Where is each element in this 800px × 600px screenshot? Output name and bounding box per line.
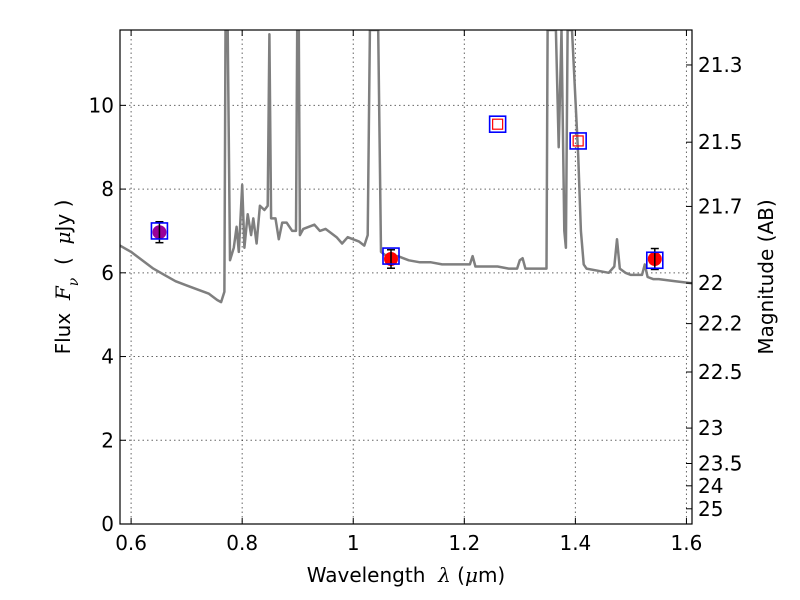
x-tick-label: 1.4 — [559, 531, 591, 555]
y-tick-label: 4 — [101, 345, 114, 369]
x-axis-title: Wavelength λ (μm) — [307, 563, 506, 587]
y-tick-label: 6 — [101, 261, 114, 285]
right-tick-label: 23.5 — [698, 451, 743, 475]
right-tick-label: 25 — [698, 497, 723, 521]
right-tick-label: 21.5 — [698, 130, 743, 154]
right-tick-label: 21.7 — [698, 194, 743, 218]
y-tick-label: 2 — [101, 428, 114, 452]
y-axis-title: Flux Fν ( μJy ) — [51, 200, 82, 355]
plot-area — [120, 30, 692, 304]
x-tick-label: 1.2 — [448, 531, 480, 555]
x-tick-label: 0.8 — [226, 531, 258, 555]
grid-lines — [120, 30, 692, 524]
right-tick-label: 22 — [698, 271, 723, 295]
model-photometry-square — [488, 115, 507, 133]
right-axis-title: Magnitude (AB) — [754, 199, 778, 354]
right-tick-label: 22.5 — [698, 360, 743, 384]
model-photometry-square — [569, 132, 587, 150]
model-photometry-square — [382, 247, 400, 265]
y-tick-label: 8 — [101, 177, 114, 201]
model-photometry-square — [645, 251, 664, 270]
x-tick-label: 1.6 — [671, 531, 703, 555]
model-photometry-square — [150, 222, 169, 240]
axis-ticks: 0.6 0.8 1 1.2 1.4 1.6024681021.321.521.72222.… — [89, 30, 743, 555]
right-tick-label: 24 — [698, 474, 723, 498]
model-spectrum-line — [120, 30, 692, 304]
model-photometry-inner-square — [492, 118, 504, 130]
x-tick-label: 0.6 — [115, 531, 147, 555]
y-tick-label: 10 — [89, 93, 114, 117]
x-tick-label: 1 — [347, 531, 360, 555]
right-tick-label: 22.2 — [698, 312, 743, 336]
y-tick-label: 0 — [101, 512, 114, 536]
right-tick-label: 23 — [698, 416, 723, 440]
model-photometry-inner-square — [572, 135, 584, 147]
plot-frame — [119, 29, 693, 525]
right-tick-label: 21.3 — [698, 53, 743, 77]
